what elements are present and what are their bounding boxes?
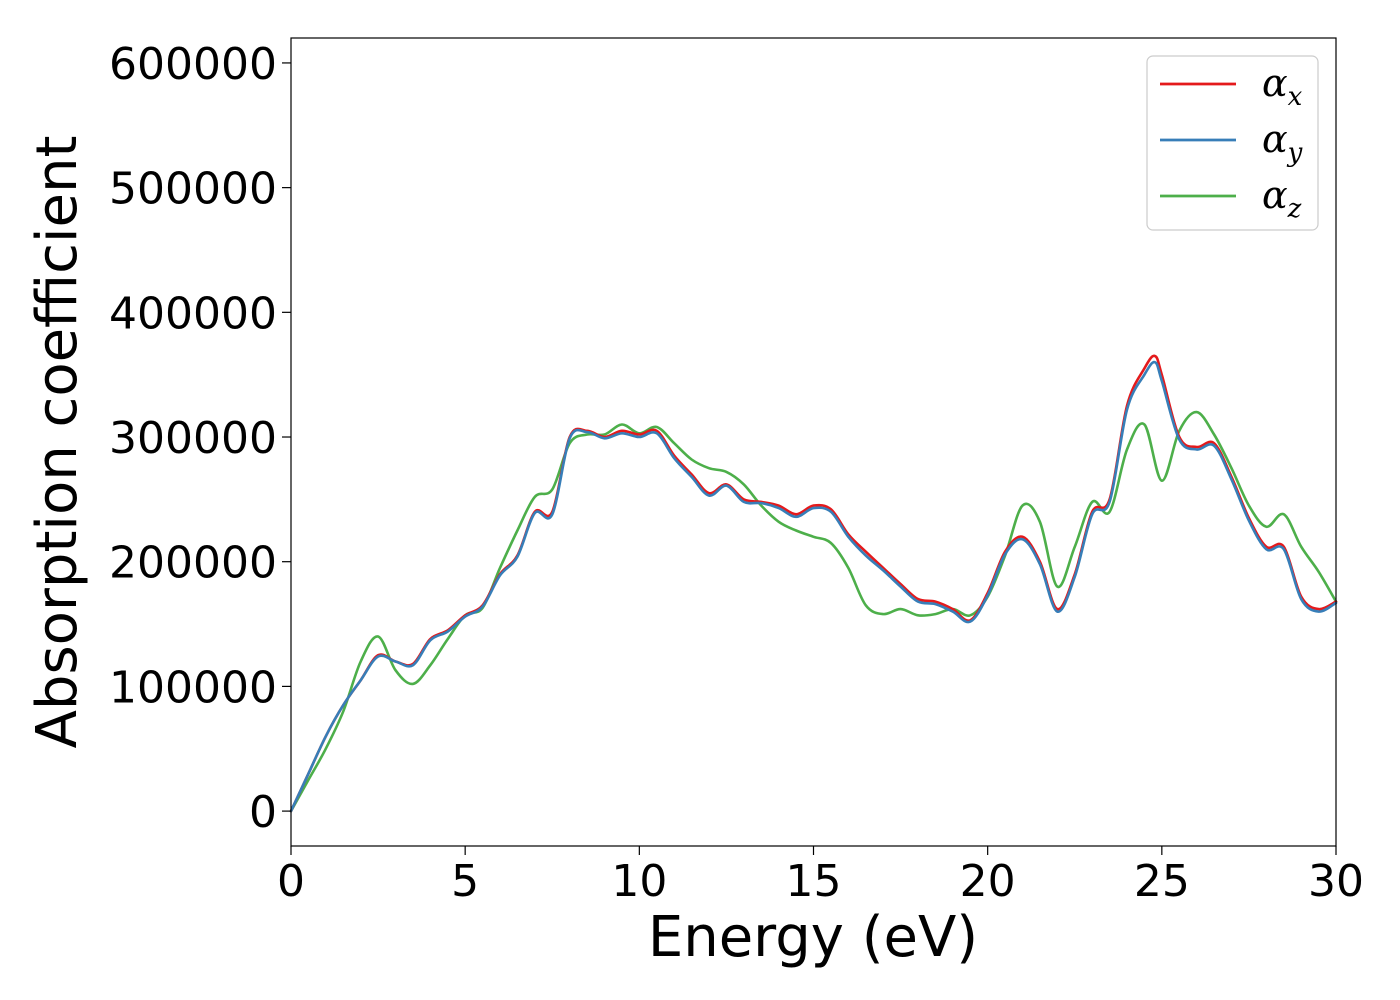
y-tick-label: 200000 — [109, 538, 277, 589]
y-tick-label: 100000 — [109, 662, 277, 713]
x-tick-label: 15 — [786, 856, 842, 907]
legend-label-subscript: y — [1287, 138, 1303, 168]
x-tick-label: 0 — [277, 856, 305, 907]
y-axis-label: Absorption coefficient — [25, 136, 90, 749]
legend-label-base: α — [1262, 117, 1288, 161]
x-tick-label: 20 — [960, 856, 1016, 907]
legend-label-subscript: z — [1287, 194, 1302, 224]
x-tick-label: 5 — [451, 856, 479, 907]
legend-label-base: α — [1262, 173, 1288, 217]
legend-label-alpha-x: αx — [1262, 61, 1303, 112]
legend-label-base: α — [1262, 61, 1288, 105]
y-tick-label: 300000 — [109, 413, 277, 464]
legend-box — [1146, 55, 1319, 231]
y-tick-label: 600000 — [109, 39, 277, 90]
x-axis: 0 5 10 15 20 25 30 — [277, 846, 1364, 907]
x-tick-label: 10 — [611, 856, 667, 907]
series-line-alpha-y — [289, 360, 1338, 813]
legend-label-alpha-z: αz — [1262, 173, 1302, 224]
series-layer — [289, 354, 1338, 813]
legend-label-alpha-y: αy — [1262, 117, 1303, 168]
legend-label-subscript: x — [1288, 82, 1303, 112]
x-axis-label: Energy (eV) — [648, 905, 978, 970]
y-tick-label: 0 — [249, 787, 277, 838]
y-tick-label: 500000 — [109, 164, 277, 215]
y-tick-label: 400000 — [109, 288, 277, 339]
x-tick-label: 25 — [1134, 856, 1190, 907]
y-axis: 0 100000 200000 300000 400000 500000 600000 — [109, 39, 291, 838]
x-tick-label: 30 — [1308, 856, 1364, 907]
